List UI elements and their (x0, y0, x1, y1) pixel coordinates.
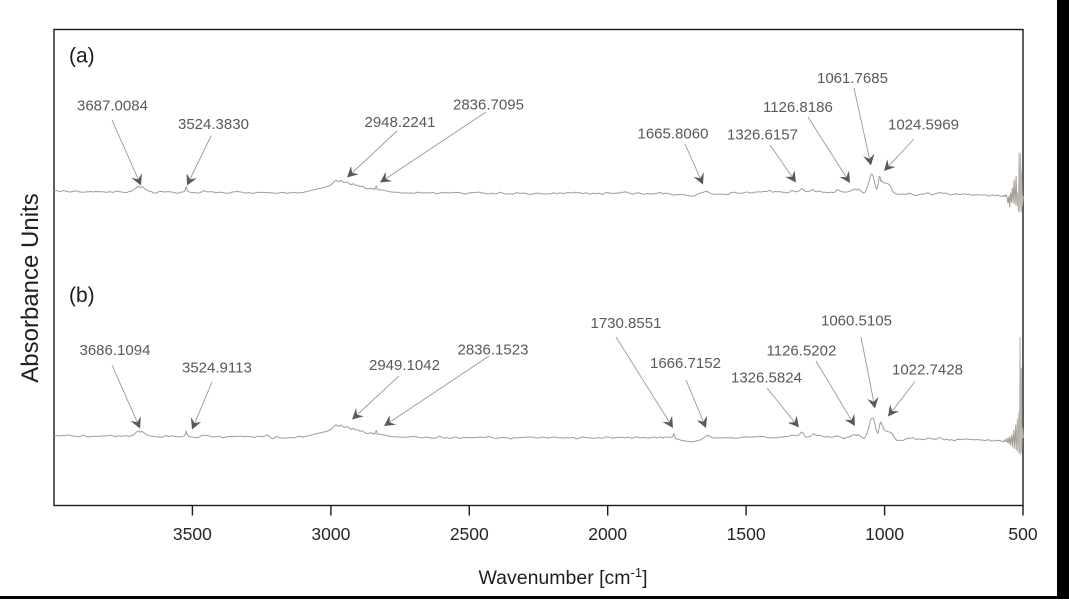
svg-text:1666.7152: 1666.7152 (650, 355, 721, 372)
svg-text:2948.2241: 2948.2241 (365, 114, 436, 131)
svg-text:3524.9113: 3524.9113 (182, 360, 252, 377)
svg-text:1326.5824: 1326.5824 (731, 370, 802, 387)
svg-text:(a): (a) (69, 45, 95, 68)
svg-text:(b): (b) (69, 284, 95, 307)
svg-text:1022.7428: 1022.7428 (892, 362, 963, 379)
svg-text:1500: 1500 (727, 524, 766, 544)
svg-text:3000: 3000 (311, 524, 350, 544)
svg-text:1000: 1000 (865, 524, 904, 544)
svg-text:3524.3830: 3524.3830 (178, 116, 249, 133)
svg-text:2836.1523: 2836.1523 (458, 342, 529, 359)
svg-text:500: 500 (1008, 524, 1037, 544)
svg-text:Absorbance Units: Absorbance Units (17, 193, 44, 382)
svg-text:1126.8186: 1126.8186 (763, 99, 833, 116)
svg-text:2836.7095: 2836.7095 (453, 97, 524, 114)
svg-text:3687.0084: 3687.0084 (77, 98, 148, 115)
svg-text:1665.8060: 1665.8060 (638, 126, 709, 143)
svg-text:1060.5105: 1060.5105 (821, 313, 892, 330)
svg-text:1730.8551: 1730.8551 (591, 315, 662, 332)
svg-text:1126.5202: 1126.5202 (767, 343, 837, 360)
svg-text:2500: 2500 (450, 524, 489, 544)
svg-text:3500: 3500 (173, 524, 212, 544)
svg-text:1326.6157: 1326.6157 (727, 127, 798, 144)
svg-text:1024.5969: 1024.5969 (888, 117, 959, 134)
svg-text:2949.1042: 2949.1042 (369, 357, 440, 374)
svg-text:1061.7685: 1061.7685 (817, 70, 888, 87)
svg-text:2000: 2000 (588, 524, 627, 544)
svg-text:3686.1094: 3686.1094 (80, 342, 151, 359)
svg-text:Wavenumber [cm-1]: Wavenumber [cm-1] (478, 565, 647, 590)
